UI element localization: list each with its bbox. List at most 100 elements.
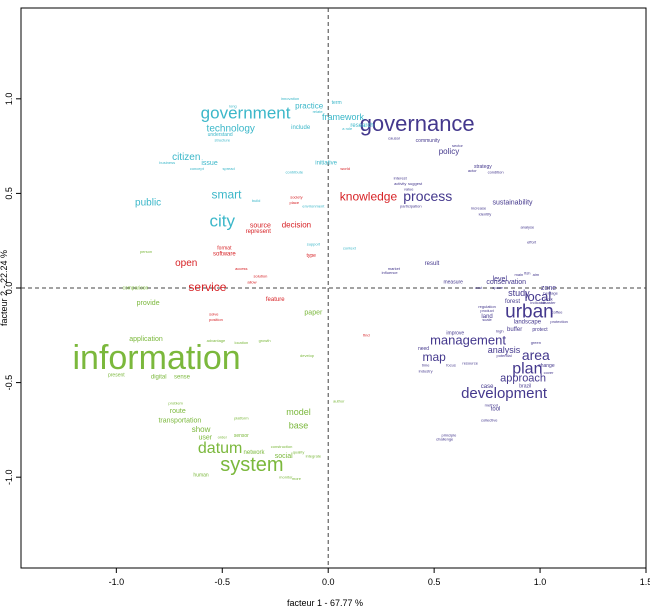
word-label: open [175,258,197,269]
y-tick-label: 0.5 [4,187,14,200]
word-label: show [192,425,211,434]
word-label: present [108,372,125,378]
word-label: format [217,246,232,252]
word-label: forest [505,299,520,305]
word-label: type [307,253,317,259]
word-label: include [291,125,311,131]
word-label: conservation [486,279,526,286]
word-label: information [72,339,240,377]
word-label: analysis [488,345,521,355]
word-label: relate [313,109,324,114]
word-label: brazil [519,384,531,390]
word-label: local [525,289,552,304]
word-label: route [170,408,186,415]
word-label: urban [505,302,554,323]
word-label: knowledge [340,189,398,203]
word-label: human [193,473,209,479]
word-label: level [493,276,508,283]
word-label: integrate [306,453,322,458]
word-label: service [188,280,226,294]
word-label: interest [394,175,408,180]
word-label: quality [293,450,305,455]
word-label: activity [394,181,406,186]
word-label: person [140,249,152,254]
word-label: value [404,187,414,192]
word-label: actor [468,168,478,173]
word-label: protection [550,319,568,324]
word-label: research [350,123,373,129]
word-label: method [485,402,498,407]
word-label: structure [214,137,230,142]
word-label: scale [482,317,492,322]
word-label: public [135,198,161,209]
word-label: transportation [158,417,201,424]
word-label: long [229,103,237,108]
word-label: development [461,385,548,402]
word-label: indicator [530,300,546,305]
word-label: cost [475,285,483,290]
word-label: sensor [234,433,249,439]
word-label: main [515,272,524,277]
word-label: support [307,242,321,247]
word-label: landscape [514,320,542,326]
word-label: access [235,266,247,271]
word-label: management [430,332,506,347]
word-label: product [480,308,494,313]
word-label: area [522,347,550,363]
word-label: datum [198,440,242,457]
word-label: increase [471,206,487,211]
word-label: space [492,285,503,290]
word-label: regulation [478,304,496,309]
word-label: monitor [279,474,293,479]
word-label: model [286,407,311,417]
x-tick-label: 0.0 [322,577,335,587]
y-axis-label: facteur 2 - 22.24 % [0,249,9,327]
word-label: represent [246,229,272,235]
word-label: source [250,222,271,229]
x-tick-label: 0.5 [428,577,441,587]
word-label: plan [512,361,542,378]
word-label: governance [360,111,475,136]
word-label: identify [479,211,492,216]
word-label: build [252,198,260,203]
word-label: base [289,420,309,430]
word-label: heritage [543,291,558,296]
word-label: citizen [172,152,200,163]
word-label: advantage [207,338,226,343]
word-label: concept [190,166,205,171]
word-label: approach [500,373,546,385]
word-label: user [199,434,213,441]
word-label: disaster [542,300,557,305]
word-label: context [343,245,357,250]
axis-ticks: -1.0 -0.5 0.0 0.5 1.0 1.5 -1.0 -0.5 0.0 0.5 1.0 [4,93,650,587]
word-label: aim [533,272,540,277]
word-label: change [538,363,555,369]
word-label: focus [446,363,456,368]
word-label: improve [446,331,464,337]
word-label: initiative [315,161,337,167]
word-label: framework [322,112,365,122]
word-label: order [218,435,228,440]
word-label: buffer [507,327,522,333]
word-label: participation [400,204,422,209]
y-tick-label: -1.0 [4,469,14,485]
word-label: map [422,350,446,364]
y-tick-label: 0.0 [4,282,14,295]
word-label: location [234,340,248,345]
word-label: sector [452,143,464,148]
word-label: author [333,399,345,404]
y-tick-label: -0.5 [4,375,14,391]
word-label: platform [234,416,249,421]
word-label: market [388,266,401,271]
word-label: tool [491,407,501,413]
word-label: construction [271,444,293,449]
word-label: principle [442,433,458,438]
word-label: problem [168,400,183,405]
word-label: allow [247,279,256,284]
x-axis-label: facteur 1 - 67.77 % [286,598,364,608]
word-label: analyse [520,225,535,230]
word-label: network [244,450,266,456]
